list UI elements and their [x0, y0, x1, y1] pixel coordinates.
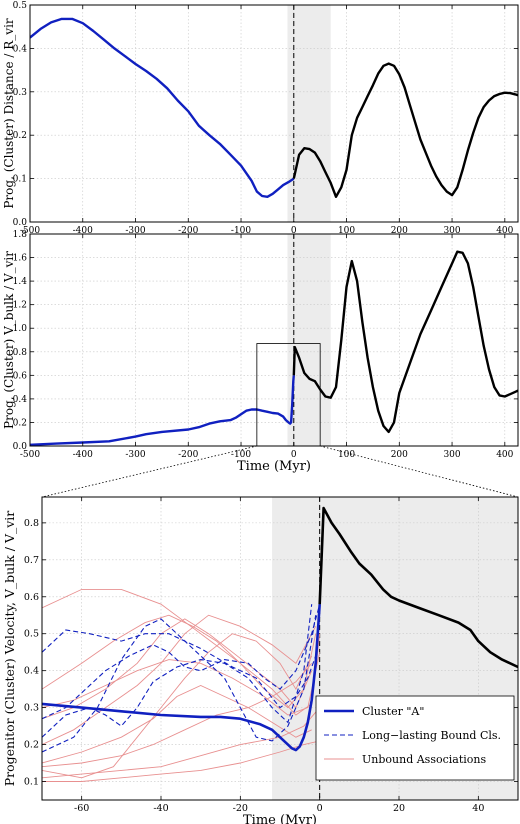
plot-lines [42, 506, 518, 782]
axes-frame [29, 233, 519, 447]
legend-label: Long−lasting Bound Cls. [362, 729, 501, 742]
y-tick-label: 1.8 [13, 230, 28, 240]
x-tick-label: -300 [125, 450, 145, 460]
x-tick-label: -20 [233, 803, 248, 814]
x-tick-label: -200 [178, 450, 198, 460]
unbound-association-line [42, 614, 317, 746]
unbound-association-line [42, 614, 317, 709]
y-tick-label: 1.0 [13, 324, 28, 334]
unbound-association-line [42, 652, 321, 716]
y-tick-label: 1.4 [13, 277, 28, 287]
x-tick-label: 200 [391, 450, 408, 460]
y-tick-label: 0.4 [13, 395, 28, 405]
series-line-cluster [42, 604, 321, 752]
x-tick-label: -200 [178, 226, 198, 236]
y-tick-label: 0.0 [13, 218, 28, 228]
y-tick-label: 0.8 [24, 518, 39, 529]
series-line-cluster [30, 17, 295, 198]
y-tick-label: 0.5 [24, 629, 39, 640]
unbound-association-line [42, 633, 313, 779]
unbound-association-line [42, 685, 312, 764]
axes-frame [29, 4, 519, 223]
x-tick-label: 300 [443, 226, 460, 236]
bound-cluster-line [42, 604, 313, 738]
y-tick-label: 0.2 [24, 740, 39, 751]
x-tick-label: 400 [496, 450, 513, 460]
x-tick-label: -100 [231, 450, 251, 460]
y-tick-label: 0.6 [24, 592, 39, 603]
x-axis-label: Time (Myr) [243, 813, 317, 824]
series-line-later [292, 62, 518, 198]
plot-lines [30, 17, 518, 198]
panel-distance: -500 -400 -300 -200 -100 0 100 200 300 400 0.0 0.1 0… [2, 1, 519, 236]
x-tick-label: -400 [73, 226, 93, 236]
y-axis-label: Progenitor (Cluster) Velocity, V_bulk / … [2, 511, 17, 787]
x-tick-label: 200 [391, 226, 408, 236]
y-tick-label: 0.1 [13, 175, 27, 185]
x-tick-label: -40 [153, 803, 168, 814]
axes-frame [41, 496, 519, 801]
unbound-association-line [42, 663, 313, 768]
y-tick-label: 0.6 [13, 371, 28, 381]
x-tick-label: -60 [74, 803, 89, 814]
x-tick-label: 100 [338, 226, 355, 236]
bound-cluster-line [42, 604, 321, 720]
x-tick-label: -300 [125, 226, 145, 236]
bound-cluster-line [42, 629, 317, 709]
y-tick-label: 0.4 [24, 666, 39, 677]
bound-cluster-line [42, 615, 317, 753]
y-tick-label: 0.3 [24, 703, 39, 714]
y-tick-label: 0.5 [13, 1, 28, 11]
plot-lines [30, 250, 518, 446]
zoom-connectors [41, 445, 519, 498]
y-tick-label: 0.3 [13, 88, 28, 98]
y-tick-label: 0.0 [13, 442, 28, 452]
x-tick-label: 100 [338, 450, 355, 460]
x-tick-label: -500 [20, 226, 40, 236]
unbound-association-line [42, 740, 320, 782]
y-tick-label: 0.1 [24, 777, 39, 788]
x-tick-label: 20 [393, 803, 405, 814]
y-tick-label: 1.6 [13, 254, 28, 264]
unbound-association-line [42, 618, 313, 720]
y-tick-label: 0.8 [13, 348, 28, 358]
x-tick-label: 0 [291, 450, 297, 460]
shaded-region [287, 234, 331, 446]
y-tick-label: 0.2 [13, 131, 27, 141]
series-line-cluster [30, 375, 295, 446]
x-tick-label: 0 [317, 803, 323, 814]
x-tick-label: 0 [291, 226, 297, 236]
x-tick-label: 40 [472, 803, 484, 814]
y-tick-label: 0.4 [13, 44, 28, 54]
x-tick-label: 400 [496, 226, 513, 236]
shaded-region [287, 5, 331, 222]
panel-zoomed-velocity: -60 -40 -20 0 20 40 0.1 0.2 0.3 0.4 0.5 0.6 0.7 0.8 Ti… [2, 496, 519, 824]
x-tick-label: -100 [231, 226, 251, 236]
y-axis-label: Prog, (Cluster) Distance / R_vir [2, 18, 16, 209]
legend: Cluster "A" Long−lasting Bound Cls. Unboun… [315, 695, 515, 781]
y-tick-label: 0.2 [13, 418, 27, 428]
panel-bulk-velocity: -500 -400 -300 -200 -100 0 100 200 300 400 0.0 0.2 0… [2, 230, 519, 474]
y-axis-label: Prog, (Cluster) V_bulk / V_vir [2, 251, 16, 429]
legend-label: Cluster "A" [362, 705, 424, 718]
x-tick-label: -400 [73, 450, 93, 460]
y-tick-label: 0.7 [24, 555, 39, 566]
series-line-later [292, 250, 518, 434]
series-line-later [318, 506, 518, 669]
x-axis-label: Time (Myr) [237, 459, 311, 474]
zoom-connector-right [320, 445, 519, 498]
x-tick-label: -500 [20, 450, 40, 460]
y-tick-label: 1.2 [13, 301, 27, 311]
x-tick-label: 300 [443, 450, 460, 460]
legend-label: Unbound Associations [362, 753, 486, 766]
